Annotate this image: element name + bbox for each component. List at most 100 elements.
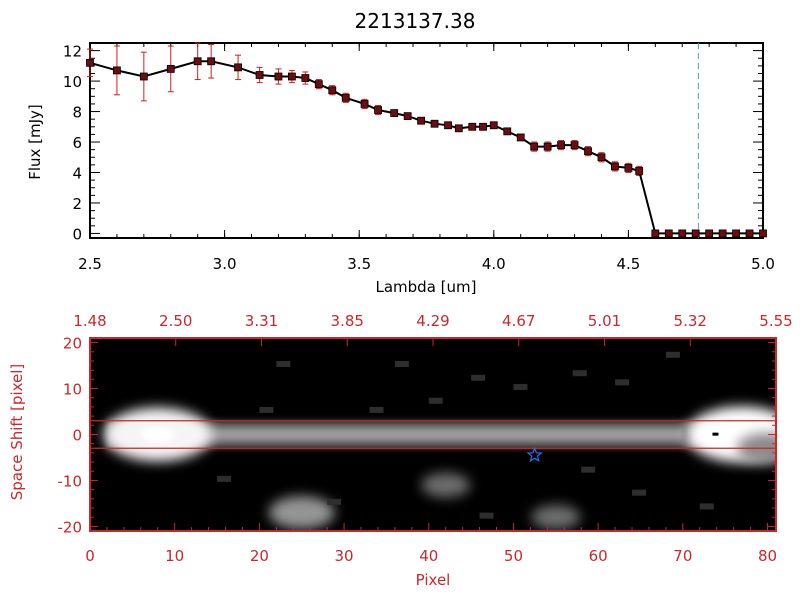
y-tick-label: 12: [63, 43, 82, 61]
noise-patch: [699, 503, 714, 510]
wavelength-tick-label: 1.48: [73, 312, 106, 330]
pixel-tick-label: 40: [419, 547, 438, 565]
image-content: [103, 351, 776, 530]
flux-point: [274, 72, 283, 81]
pixel-axis-label: Pixel: [416, 571, 451, 589]
wavelength-tick-label: 5.55: [759, 312, 792, 330]
flux-point: [287, 72, 296, 81]
flux-point: [691, 229, 700, 238]
spectrum-image-plot: 0 10 20 30 40 50 60 70 80 1.48 2.50 3.31 3.85 4.29 4.6…: [58, 312, 793, 565]
wavelength-tick-label: 4.29: [416, 312, 449, 330]
flux-point: [234, 63, 242, 72]
image-blob: [268, 496, 335, 530]
space-shift-axis-label: Space Shift [pixel]: [8, 364, 26, 501]
noise-patch: [572, 370, 587, 377]
dark-pixel: [712, 432, 719, 436]
flux-point: [255, 71, 264, 79]
noise-patch: [479, 512, 494, 519]
flux-point: [635, 167, 644, 175]
flux-markers: [86, 57, 767, 238]
wavelength-tick-label: 4.67: [502, 312, 535, 330]
noise-patch: [513, 383, 528, 390]
wavelength-tick-label: 3.31: [245, 312, 278, 330]
flux-point: [570, 141, 579, 149]
flux-point: [360, 100, 369, 108]
noise-patch: [632, 489, 647, 496]
shift-tick-label: -20: [58, 518, 83, 536]
error-bars: [87, 42, 766, 236]
pixel-tick-label: 10: [165, 547, 184, 565]
shift-tick-label: -10: [58, 472, 83, 490]
x-tick-label: 3.5: [347, 255, 371, 273]
flux-point: [207, 57, 216, 66]
flux-point: [113, 66, 121, 75]
noise-patch: [327, 498, 342, 505]
flux-point: [557, 141, 565, 149]
flux-point: [503, 127, 512, 136]
shift-tick-label: 10: [63, 381, 82, 399]
flux-point: [166, 64, 175, 73]
flux-point: [678, 229, 687, 238]
flux-point: [732, 229, 740, 238]
pixel-tick-label: 20: [250, 547, 269, 565]
noise-patch: [217, 475, 232, 482]
flux-line: [89, 60, 763, 235]
flux-point: [664, 229, 673, 238]
flux-point: [374, 106, 382, 114]
flux-point: [745, 229, 754, 238]
y-axis-label: Flux [mJy]: [26, 104, 44, 180]
flux-point: [584, 147, 592, 156]
spectrum-plot: 2.5 3.0 3.5 4.0 4.5 5.0 0 2 4 6 8 10 12: [63, 42, 775, 273]
flux-point: [417, 116, 426, 125]
noise-patch: [394, 360, 409, 367]
pixel-tick-label: 60: [589, 547, 608, 565]
y-tick-label: 8: [72, 104, 82, 122]
spectrum-frame: [89, 42, 764, 239]
flux-point: [651, 229, 660, 238]
x-tick-label: 4.0: [482, 255, 506, 273]
flux-point: [86, 58, 94, 67]
flux-point: [705, 229, 714, 238]
y-tick-label: 6: [72, 134, 82, 152]
noise-patch: [581, 466, 596, 473]
flux-point: [516, 133, 525, 142]
flux-point: [759, 229, 767, 238]
flux-point: [444, 121, 452, 130]
flux-point: [301, 74, 310, 82]
flux-point: [468, 122, 477, 131]
flux-point: [314, 80, 323, 89]
x-tick-label: 3.0: [213, 255, 237, 273]
y-tick-label: 0: [72, 225, 82, 243]
pixel-tick-label: 50: [504, 547, 523, 565]
flux-point: [718, 229, 727, 238]
flux-point: [530, 142, 539, 151]
pixel-tick-label: 80: [758, 547, 777, 565]
noise-patch: [259, 406, 274, 413]
y-tick-label: 4: [72, 164, 82, 182]
flux-point: [479, 122, 487, 131]
star-marker-icon: [526, 446, 543, 463]
flux-point: [341, 93, 350, 102]
image-blob: [531, 504, 581, 530]
flux-point: [454, 124, 463, 133]
x-tick-label: 5.0: [751, 255, 775, 273]
image-blob: [421, 472, 471, 498]
noise-patch: [665, 351, 680, 358]
flux-point: [597, 153, 606, 162]
flux-point: [403, 112, 412, 121]
noise-patch: [369, 406, 384, 413]
wavelength-tick-label: 2.50: [159, 312, 192, 330]
pixel-tick-label: 30: [335, 547, 354, 565]
image-ticks: 0 10 20 30 40 50 60 70 80 1.48 2.50 3.31 3.85 4.29 4.6…: [58, 312, 793, 565]
image-blob-core: [141, 426, 174, 443]
flux-point: [543, 142, 552, 151]
shift-tick-label: 20: [63, 335, 82, 353]
flux-point: [489, 121, 498, 130]
noise-patch: [615, 379, 630, 386]
pixel-tick-label: 70: [673, 547, 692, 565]
wavelength-tick-label: 3.85: [331, 312, 364, 330]
flux-point: [624, 164, 633, 172]
y-tick-label: 2: [72, 195, 82, 213]
x-axis-label: Lambda [um]: [376, 278, 477, 296]
